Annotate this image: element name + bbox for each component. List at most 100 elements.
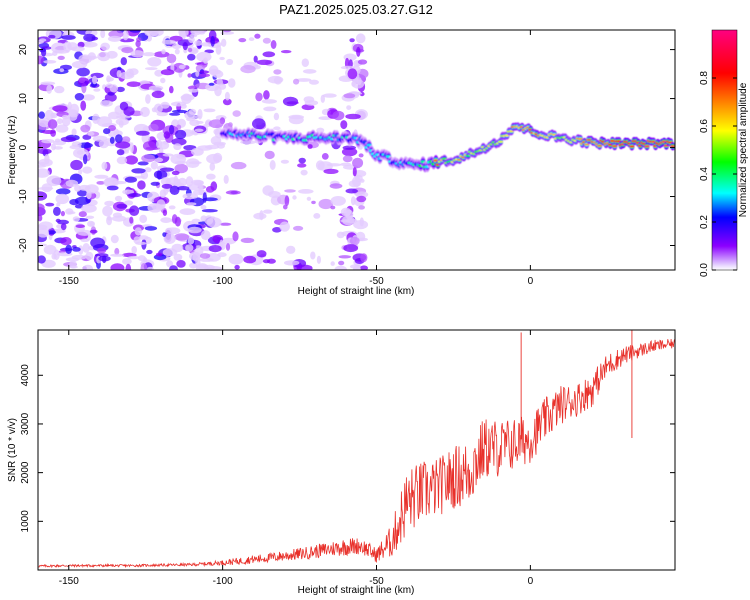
noise-blob: [146, 266, 154, 270]
x-tick-label: -150: [59, 576, 79, 587]
noise-blob: [121, 136, 131, 144]
noise-blob: [86, 190, 92, 200]
noise-blob: [273, 69, 282, 75]
y-tick-label: -20: [18, 238, 29, 253]
noise-blob: [292, 195, 297, 200]
noise-blob: [83, 154, 88, 165]
noise-blob: [50, 42, 66, 54]
noise-blob: [39, 38, 47, 42]
noise-blob: [199, 253, 211, 259]
noise-blob: [346, 105, 352, 110]
spectrogram-frame: [37, 29, 676, 271]
noise-blob: [72, 247, 81, 252]
noise-blob: [135, 40, 141, 48]
noise-blob: [185, 176, 194, 187]
noise-blob: [195, 70, 200, 77]
noise-blob: [150, 161, 158, 170]
noise-blob: [282, 96, 299, 107]
noise-blob: [140, 106, 150, 118]
noise-blob: [41, 47, 47, 57]
noise-blob: [177, 186, 190, 191]
noise-blob: [147, 57, 162, 67]
noise-blob: [129, 216, 134, 224]
colorbar-label: Normalized spectral amplitude: [738, 82, 749, 217]
noise-blob: [127, 255, 140, 260]
noise-blob: [131, 168, 146, 174]
noise-blob: [169, 112, 181, 116]
noise-blob: [38, 55, 45, 65]
noise-blob: [74, 93, 85, 101]
noise-blob: [162, 232, 167, 238]
noise-blob: [146, 249, 153, 255]
noise-blob: [342, 155, 353, 163]
x-tick-label: -150: [59, 276, 79, 287]
noise-blob: [357, 59, 368, 65]
noise-blob: [166, 53, 177, 64]
noise-blob: [316, 255, 321, 264]
noise-blob: [144, 30, 159, 37]
noise-blob: [248, 37, 255, 41]
noise-blob: [302, 69, 317, 74]
noise-blob: [124, 200, 134, 206]
noise-blob: [169, 265, 178, 270]
colorbar-tick-label: 0.0: [699, 263, 710, 277]
noise-blob: [240, 140, 256, 145]
noise-blob: [53, 206, 61, 216]
noise-blob: [61, 35, 76, 40]
noise-blob: [178, 30, 189, 37]
noise-blob: [126, 81, 141, 87]
noise-blob: [38, 228, 50, 238]
noise-blob: [78, 168, 83, 175]
noise-blob: [141, 154, 156, 163]
noise-blob: [123, 106, 135, 116]
noise-blob: [230, 161, 247, 170]
noise-blob: [191, 147, 204, 156]
noise-blob: [116, 70, 122, 78]
noise-blob: [283, 260, 300, 266]
noise-blob: [200, 205, 207, 210]
noise-blob: [102, 205, 113, 217]
noise-blob: [197, 182, 203, 189]
noise-blob: [253, 55, 258, 63]
colorbar-tick-label: 0.2: [699, 215, 710, 229]
noise-blob: [46, 175, 62, 187]
noise-blob: [195, 120, 204, 124]
noise-blob: [75, 224, 86, 228]
noise-blob: [338, 255, 352, 259]
noise-blob: [279, 221, 291, 232]
noise-blob: [106, 75, 111, 83]
noise-blob: [219, 56, 225, 61]
noise-blob: [188, 108, 197, 115]
noise-blob: [178, 64, 186, 70]
noise-blob: [55, 124, 69, 133]
noise-blob: [351, 81, 356, 87]
ridge-cell: [612, 145, 618, 148]
noise-blob: [293, 225, 304, 231]
noise-blob: [92, 135, 108, 142]
noise-blob: [284, 195, 290, 207]
noise-blob: [188, 36, 195, 44]
noise-blob: [133, 175, 145, 179]
noise-blob: [78, 211, 87, 218]
noise-blob: [356, 46, 361, 57]
noise-blob: [187, 226, 202, 234]
noise-blob: [200, 42, 213, 47]
ridge-cell: [629, 145, 635, 148]
noise-blob: [38, 191, 48, 201]
noise-blob: [77, 189, 88, 197]
noise-blob: [330, 205, 336, 210]
noise-blob: [198, 187, 204, 196]
noise-blob: [186, 202, 197, 206]
noise-blob: [192, 252, 200, 262]
noise-blob: [117, 66, 122, 71]
noise-blob: [253, 212, 267, 220]
noise-blob: [240, 65, 256, 74]
noise-blob: [174, 48, 180, 55]
noise-blob: [153, 103, 163, 114]
noise-blob: [38, 214, 43, 222]
noise-blob: [72, 216, 80, 222]
noise-blob: [142, 52, 156, 57]
noise-blob: [160, 69, 175, 76]
noise-blob: [144, 167, 152, 173]
